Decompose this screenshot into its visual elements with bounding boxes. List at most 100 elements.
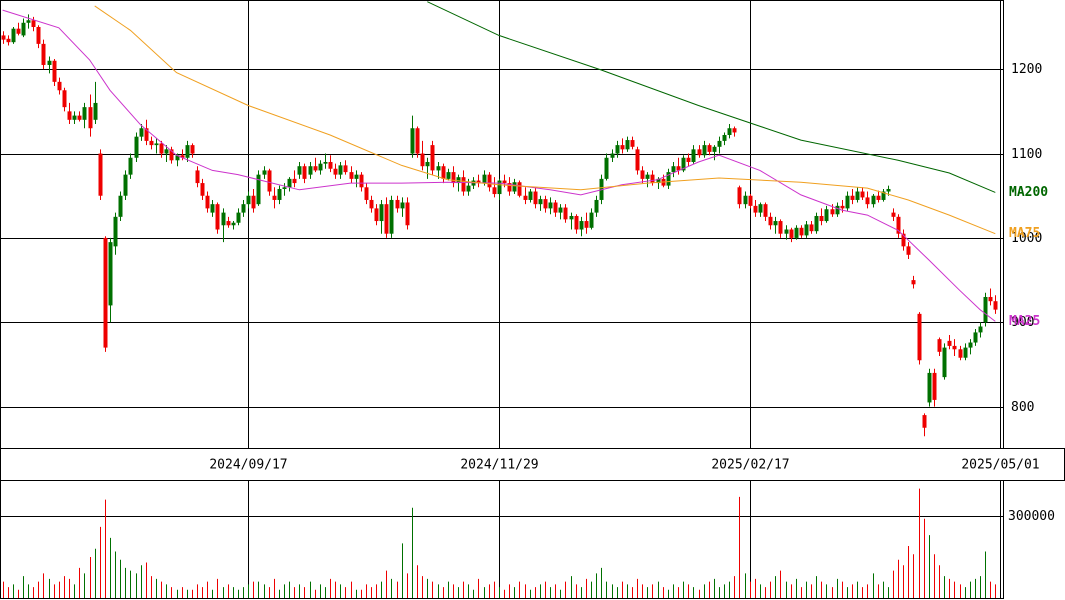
candle-body: [175, 155, 180, 161]
candle-body: [620, 145, 625, 150]
candle-body: [753, 205, 758, 213]
candle-body: [911, 280, 916, 285]
candle-body: [154, 143, 159, 146]
candle-body: [487, 174, 492, 188]
candle-body: [927, 372, 932, 403]
candle-body: [507, 183, 512, 192]
candle-body: [773, 221, 778, 226]
candle-body: [732, 128, 737, 133]
candle-body: [676, 166, 681, 171]
candle-body: [778, 221, 783, 234]
candle-body: [548, 202, 553, 209]
candle-body: [502, 180, 507, 184]
moving-average-line: [94, 5, 996, 235]
candle-body: [917, 313, 922, 361]
candle-body: [272, 195, 277, 200]
candle-body: [533, 191, 538, 205]
candle-body: [190, 145, 195, 154]
candle-body: [277, 188, 282, 200]
candle-body: [784, 229, 789, 234]
candle-body: [262, 170, 267, 175]
candle-body: [579, 221, 584, 230]
candle-body: [93, 102, 98, 120]
candle-body: [200, 183, 205, 196]
candle-body: [794, 227, 799, 238]
candle-body: [246, 195, 251, 205]
candle-body: [691, 149, 696, 162]
candle-body: [318, 163, 323, 171]
candle-body: [804, 224, 809, 236]
candle-body: [292, 178, 297, 184]
candle-body: [988, 296, 993, 302]
candle-body: [860, 191, 865, 198]
candle-body: [768, 216, 773, 226]
candle-body: [6, 38, 11, 43]
candle-body: [26, 20, 31, 23]
candle-body: [134, 136, 139, 158]
candle-body: [267, 170, 272, 192]
candle-body: [558, 207, 563, 213]
candle-body: [993, 301, 998, 310]
x-tick-label: 2025/05/01: [961, 458, 1039, 473]
candle-body: [901, 233, 906, 247]
candle-body: [77, 115, 82, 120]
candle-body: [748, 195, 753, 206]
candle-body: [983, 296, 988, 323]
candle-body: [610, 153, 615, 158]
candle-body: [47, 60, 52, 65]
candle-body: [395, 199, 400, 209]
candle-body: [282, 187, 287, 189]
candle-body: [103, 237, 108, 348]
candle-body: [563, 207, 568, 220]
candle-body: [886, 188, 891, 192]
candle-body: [528, 191, 533, 200]
candle-body: [722, 134, 727, 141]
candle-body: [553, 202, 558, 213]
candle-body: [702, 145, 707, 156]
candle-body: [251, 195, 256, 209]
candle-body: [666, 172, 671, 186]
candle-body: [932, 372, 937, 400]
candle-body: [41, 43, 46, 65]
candle-body: [139, 128, 144, 137]
candle-body: [712, 146, 717, 152]
candle-body: [947, 340, 952, 346]
candle-body: [236, 212, 241, 223]
candle-body: [16, 28, 21, 34]
candle-body: [809, 224, 814, 232]
y-tick-label: 800: [1011, 400, 1034, 415]
candle-body: [323, 161, 328, 164]
candle-body: [451, 172, 456, 184]
candle-body: [430, 145, 435, 171]
candle-body: [313, 166, 318, 171]
candle-body: [824, 209, 829, 222]
candle-body: [180, 155, 185, 158]
candle-body: [149, 140, 154, 146]
candle-body: [973, 332, 978, 343]
candle-body: [108, 242, 113, 306]
candle-body: [369, 199, 374, 209]
candle-body: [21, 22, 26, 36]
candle-body: [420, 153, 425, 167]
candle-body: [845, 195, 850, 209]
candle-body: [123, 174, 128, 196]
candle-body: [164, 149, 169, 154]
candle-body: [302, 166, 307, 179]
candle-body: [169, 149, 174, 161]
candle-body: [523, 195, 528, 200]
candle-body: [256, 174, 261, 205]
candle-body: [512, 182, 517, 192]
candle-body: [308, 166, 313, 175]
candle-body: [640, 170, 645, 179]
volume-pane: 300000: [0, 481, 1055, 598]
candle-body: [82, 107, 87, 120]
candle-body: [88, 107, 93, 129]
candle-body: [52, 60, 57, 82]
candle-body: [681, 157, 686, 171]
candle-body: [835, 205, 840, 215]
candle-body: [871, 195, 876, 205]
candle-body: [517, 182, 522, 196]
candle-body: [241, 204, 246, 213]
candle-body: [922, 415, 927, 428]
volume-tick-label: 300000: [1008, 509, 1055, 524]
